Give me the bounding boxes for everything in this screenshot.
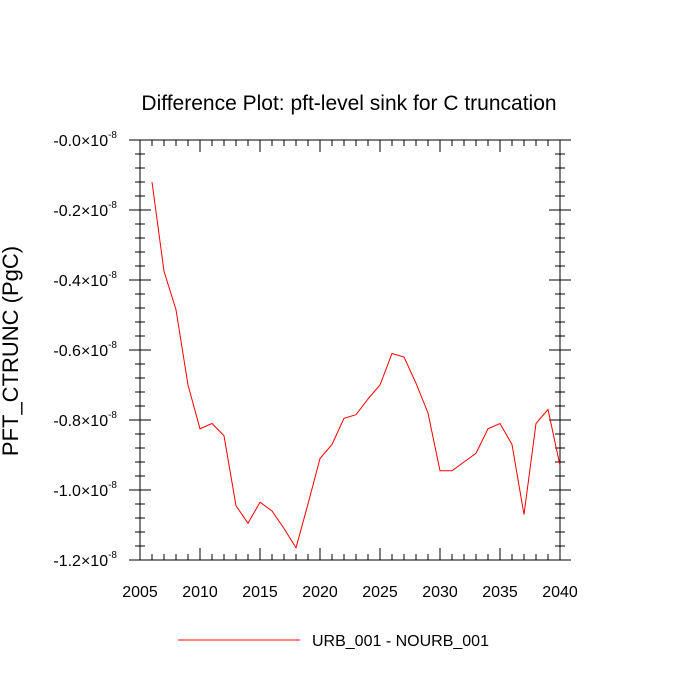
x-tick-label: 2030 (422, 584, 458, 601)
x-tick-labels: 2005 2010 2015 2020 2025 2030 2035 2040 (122, 584, 578, 601)
y-tick-label: -0.8×10-8 (53, 410, 117, 430)
x-tick-label: 2025 (362, 584, 398, 601)
series-lines (151, 181, 561, 549)
x-tick-label: 2035 (482, 584, 518, 601)
legend: URB_001 - NOURB_001 (178, 633, 489, 650)
x-tick-label: 2005 (122, 584, 158, 601)
x-tick-label: 2020 (302, 584, 338, 601)
y-tick-label: -1.0×10-8 (53, 480, 117, 500)
tick-marks (129, 139, 571, 561)
chart-title: Difference Plot: pft-level sink for C tr… (141, 92, 556, 115)
y-axis-label: PFT_CTRUNC (PgC) (0, 246, 23, 456)
y-tick-label: -0.6×10-8 (53, 340, 117, 360)
y-tick-label: -0.4×10-8 (53, 270, 117, 290)
y-tick-label: -0.0×10-8 (53, 130, 117, 150)
x-tick-label: 2040 (542, 584, 578, 601)
y-tick-label: -1.2×10-8 (53, 550, 117, 570)
plot-frame (139, 139, 561, 561)
y-tick-labels: -0.0×10-8 -0.2×10-8 -0.4×10-8 -0.6×10-8 -0.8… (53, 130, 117, 570)
y-tick-label: -0.2×10-8 (53, 200, 117, 220)
legend-label: URB_001 - NOURB_001 (312, 633, 489, 650)
x-tick-label: 2010 (182, 584, 218, 601)
x-tick-label: 2015 (242, 584, 278, 601)
series-line (151, 181, 561, 549)
